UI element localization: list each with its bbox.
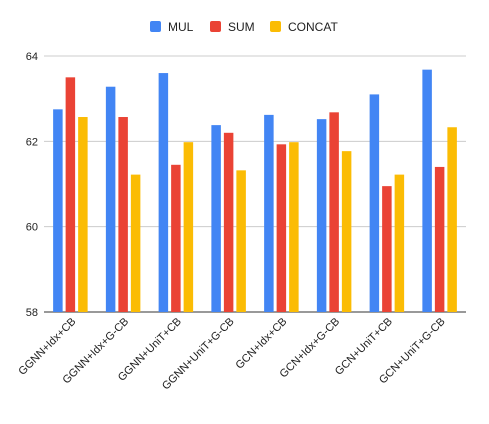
bar-sum-2 — [118, 117, 128, 312]
bar-concat-5 — [289, 142, 299, 312]
bar-mul-4 — [211, 125, 221, 313]
x-axis-ticks: GGNN+Idx+CBGGNN+Idx+G-CBGGNN+UniT+CBGGNN… — [16, 316, 447, 393]
bar-concat-3 — [183, 142, 194, 312]
y-tick-label: 64 — [26, 51, 38, 63]
bar-mul-3 — [158, 73, 169, 312]
legend: MUL SUM CONCAT — [150, 20, 338, 34]
bars — [53, 69, 457, 313]
legend-label: SUM — [228, 20, 255, 34]
bar-sum-6 — [329, 112, 339, 312]
legend-item-concat: CONCAT — [270, 20, 338, 34]
bar-mul-7 — [369, 94, 380, 313]
bar-mul-5 — [264, 114, 274, 312]
legend-label: MUL — [168, 20, 194, 34]
bar-sum-3 — [171, 164, 181, 312]
bar-sum-8 — [434, 166, 445, 312]
bar-sum-7 — [382, 186, 392, 312]
bar-sum-4 — [223, 132, 234, 312]
x-tick-label: GCN+Idx+CB — [233, 316, 289, 372]
legend-swatch — [270, 21, 281, 32]
legend-swatch — [210, 21, 221, 32]
bar-concat-8 — [447, 127, 457, 313]
bar-mul-2 — [105, 86, 116, 312]
legend-label: CONCAT — [288, 20, 338, 34]
bar-concat-2 — [130, 174, 141, 312]
legend-swatch — [150, 21, 161, 32]
bar-sum-5 — [276, 144, 287, 312]
bar-mul-1 — [53, 109, 63, 312]
bar-sum-1 — [65, 77, 76, 312]
y-tick-label: 60 — [26, 222, 38, 234]
legend-item-sum: SUM — [210, 20, 255, 34]
bar-concat-1 — [78, 117, 88, 312]
bar-concat-6 — [341, 151, 352, 312]
bar-concat-7 — [394, 174, 405, 312]
bar-concat-4 — [236, 170, 246, 312]
bar-mul-6 — [316, 119, 327, 312]
bar-mul-8 — [422, 69, 432, 312]
y-tick-label: 58 — [26, 307, 38, 319]
legend-item-mul: MUL — [150, 20, 194, 34]
y-axis-ticks: 58 60 62 64 — [26, 51, 38, 319]
y-tick-label: 62 — [26, 136, 38, 148]
